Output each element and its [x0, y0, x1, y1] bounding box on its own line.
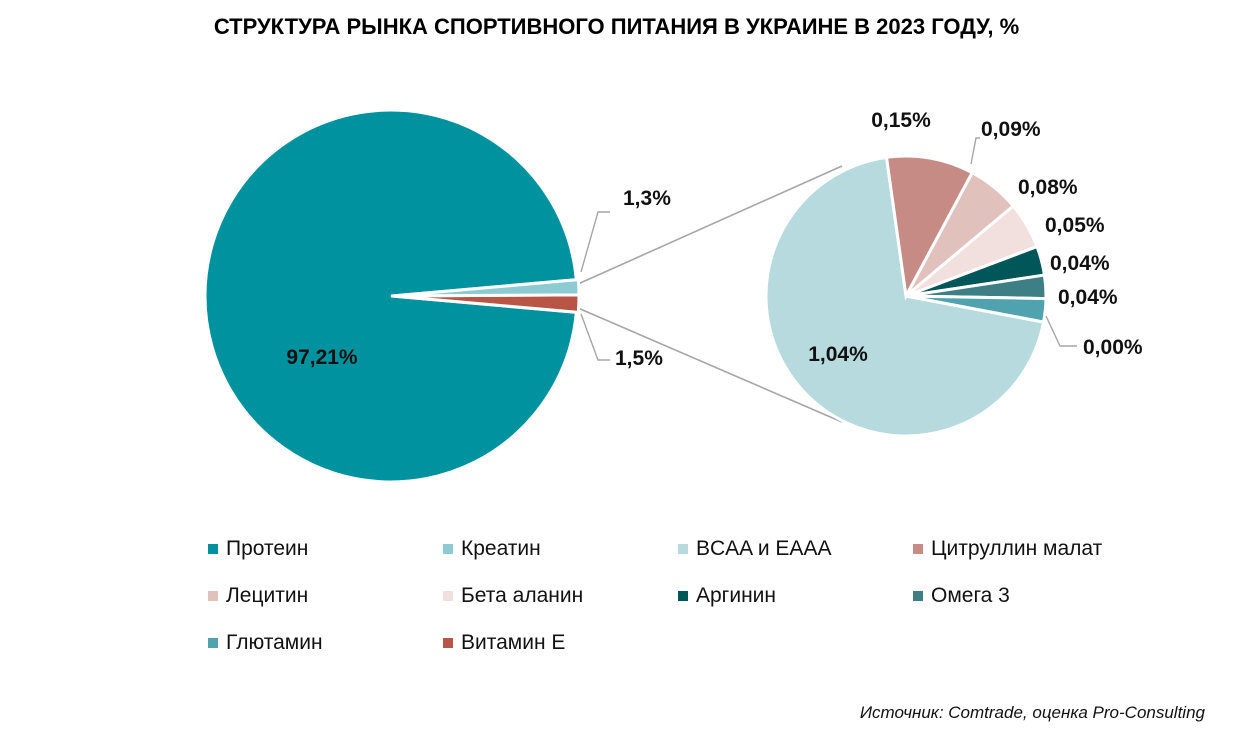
legend-label: Глютамин — [226, 631, 323, 654]
legend-swatch — [443, 638, 453, 648]
secondary-pie — [764, 154, 1048, 438]
slice-протеин — [203, 108, 578, 484]
legend-item: Витамин Е — [443, 627, 678, 659]
slice-креатин — [392, 278, 581, 298]
legend-swatch — [913, 544, 923, 554]
legend: Протеин Креатин BCAA и EAAA Цитруллин ма… — [208, 533, 1168, 659]
legend-swatch — [208, 544, 218, 554]
data-label: 1,04% — [808, 343, 868, 366]
slice-other — [905, 294, 1046, 324]
leader-line — [970, 137, 980, 165]
data-label: 0,04% — [1058, 286, 1118, 309]
data-label: 0,15% — [871, 109, 931, 132]
legend-label: Протеин — [226, 537, 309, 560]
legend-label: BCAA и EAAA — [696, 537, 832, 560]
data-label: 1,3% — [623, 187, 671, 210]
legend-item: Глютамин — [208, 627, 443, 659]
legend-label: Бета аланин — [461, 584, 584, 607]
data-label: 0,05% — [1045, 214, 1105, 237]
data-label: 0,04% — [1050, 252, 1110, 275]
data-label: 0,08% — [1018, 176, 1078, 199]
legend-item: Омега 3 — [913, 580, 1168, 612]
source-note: Источник: Comtrade, оценка Pro-Consultin… — [859, 703, 1205, 722]
legend-item: Аргинин — [678, 580, 913, 612]
chart-title: СТРУКТУРА РЫНКА СПОРТИВНОГО ПИТАНИЯ В УК… — [213, 14, 1020, 39]
connector-lines — [577, 165, 843, 423]
slice-цитруллин-малат — [884, 154, 975, 301]
data-label: 0,00% — [1083, 336, 1143, 359]
legend-item: Креатин — [443, 533, 678, 565]
legend-item: Лецитин — [208, 580, 443, 612]
legend-item: Бета аланин — [443, 580, 678, 612]
legend-item: Протеин — [208, 533, 443, 565]
legend-swatch — [208, 591, 218, 601]
main-pie — [203, 108, 581, 484]
legend-label: Лецитин — [226, 584, 309, 607]
legend-label: Цитруллин малат — [931, 537, 1103, 560]
data-labels: 97,21% 1,3% 1,5% 1,04% 0,15% 0,09% 0,08% 0,05% 0… — [286, 109, 1142, 370]
legend-swatch — [208, 638, 218, 648]
legend-swatch — [678, 544, 688, 554]
legend-label: Аргинин — [696, 584, 777, 607]
legend-label: Омега 3 — [931, 584, 1010, 607]
data-label: 97,21% — [286, 346, 358, 369]
legend-swatch — [443, 591, 453, 601]
leader-line — [580, 313, 610, 361]
leader-line — [580, 211, 610, 273]
data-label: 0,09% — [981, 118, 1041, 141]
connector-line — [577, 307, 843, 423]
legend-item: Цитруллин малат — [913, 533, 1168, 565]
legend-swatch — [913, 591, 923, 601]
legend-label: Витамин Е — [461, 631, 566, 654]
legend-label: Креатин — [461, 537, 541, 560]
data-label: 1,5% — [615, 347, 663, 370]
leader-line — [1045, 315, 1077, 347]
legend-item: BCAA и EAAA — [678, 533, 913, 565]
legend-swatch — [443, 544, 453, 554]
legend-swatch — [678, 591, 688, 601]
connector-line — [577, 165, 843, 285]
